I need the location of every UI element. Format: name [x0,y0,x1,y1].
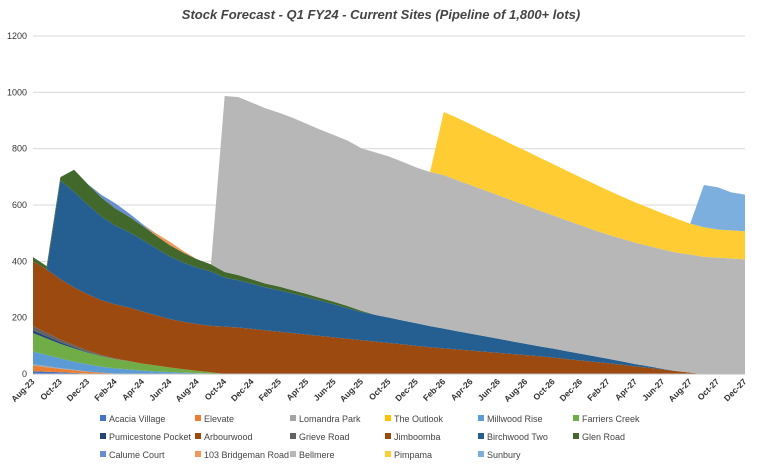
legend-label: Jimboomba [394,432,441,442]
legend-item-farriers-creek: Farriers Creek [573,414,640,424]
area-birchwood-two [33,180,745,374]
y-tick-label: 0 [22,369,27,379]
legend-item-pumicestone-pocket: Pumicestone Pocket [100,432,192,442]
legend-swatch [195,433,201,439]
legend-label: Pumicestone Pocket [109,432,192,442]
x-axis: Aug-23 Oct-23 Dec-23 Feb-24 Apr-24 Jun-24 Aug-… [9,373,749,404]
x-tick-label: Apr-25 [284,376,310,402]
x-tick-label: Apr-27 [613,376,639,402]
legend-label: Arbourwood [204,432,253,442]
x-tick-label: Oct-25 [367,376,393,402]
x-tick-label: Oct-24 [202,376,228,402]
legend-swatch [385,451,391,457]
legend-label: Birchwood Two [487,432,548,442]
x-tick-label: Jun-26 [476,376,503,403]
legend-swatch [100,415,106,421]
legend-label: Acacia Village [109,414,165,424]
area-pimpama [33,96,745,267]
legend-swatch [478,451,484,457]
legend-item-arbourwood: Arbourwood [195,432,253,442]
y-tick-label: 600 [12,200,27,210]
legend-item-bellmere: Bellmere [290,450,335,460]
legend-item-lomandra-park: Lomandra Park [290,414,361,424]
legend-label: Glen Road [582,432,625,442]
x-tick-label: Feb-26 [421,376,448,403]
legend-swatch [290,415,296,421]
legend-item-acacia-village: Acacia Village [100,414,165,424]
area-bellmere [33,96,745,374]
x-tick-label: Feb-27 [585,376,612,403]
legend: Acacia Village Elevate Lomandra Park The Ou… [100,414,640,460]
legend-item-millwood-rise: Millwood Rise [478,414,543,424]
legend-item-birchwood-two: Birchwood Two [478,432,548,442]
y-axis: 0 200 400 600 800 1000 1200 [7,31,27,379]
x-tick-label: Apr-26 [449,376,475,402]
x-tick-label: Oct-26 [531,376,557,402]
stacked-area-series [33,96,745,374]
legend-swatch [100,451,106,457]
legend-swatch [195,451,201,457]
legend-item-glen-road: Glen Road [573,432,625,442]
x-tick-label: Feb-24 [92,376,119,403]
legend-swatch [290,451,296,457]
legend-item-pimpama: Pimpama [385,450,432,460]
legend-swatch [573,433,579,439]
y-tick-label: 400 [12,256,27,266]
legend-label: Farriers Creek [582,414,640,424]
x-tick-label: Aug-25 [338,376,366,404]
x-tick-label: Aug-27 [666,376,694,404]
legend-label: Calume Court [109,450,165,460]
x-tick-label: Dec-25 [393,376,420,403]
legend-swatch [478,415,484,421]
legend-swatch [100,433,106,439]
legend-item-103-bridgeman-road: 103 Bridgeman Road [195,450,289,460]
y-tick-label: 1000 [7,87,27,97]
x-tick-label: Aug-26 [502,376,530,404]
x-tick-label: Dec-23 [64,376,91,403]
legend-label: Millwood Rise [487,414,543,424]
legend-label: Bellmere [299,450,335,460]
legend-label: 103 Bridgeman Road [204,450,289,460]
legend-item-elevate: Elevate [195,414,234,424]
legend-swatch [478,433,484,439]
x-tick-label: Jun-27 [640,376,667,403]
legend-label: The Outlook [394,414,444,424]
x-tick-label: Dec-27 [722,376,749,403]
legend-swatch [195,415,201,421]
legend-label: Pimpama [394,450,432,460]
x-tick-label: Dec-26 [557,376,584,403]
x-tick-label: Jun-25 [311,376,338,403]
legend-item-calume-court: Calume Court [100,450,165,460]
legend-label: Sunbury [487,450,521,460]
legend-swatch [573,415,579,421]
x-tick-label: Oct-23 [38,376,64,402]
y-tick-label: 1200 [7,31,27,41]
legend-label: Elevate [204,414,234,424]
area-millwood-rise [33,351,745,374]
legend-swatch [385,415,391,421]
legend-swatch [385,433,391,439]
x-tick-label: Oct-27 [695,376,721,402]
legend-label: Grieve Road [299,432,350,442]
x-tick-label: Aug-24 [173,376,201,404]
x-tick-label: Aug-23 [9,376,37,404]
y-tick-label: 200 [12,313,27,323]
chart-title: Stock Forecast - Q1 FY24 - Current Sites… [182,7,580,22]
legend-swatch [290,433,296,439]
x-tick-label: Jun-24 [147,376,174,403]
x-tick-label: Feb-25 [257,376,284,403]
y-tick-label: 800 [12,144,27,154]
area-jimboomba [33,261,745,374]
legend-label: Lomandra Park [299,414,361,424]
legend-item-the-outlook: The Outlook [385,414,444,424]
legend-item-sunbury: Sunbury [478,450,521,460]
area-elevate [33,365,745,374]
x-tick-label: Apr-24 [120,376,146,402]
legend-item-grieve-road: Grieve Road [290,432,350,442]
x-tick-label: Dec-24 [229,376,256,403]
legend-item-jimboomba: Jimboomba [385,432,441,442]
